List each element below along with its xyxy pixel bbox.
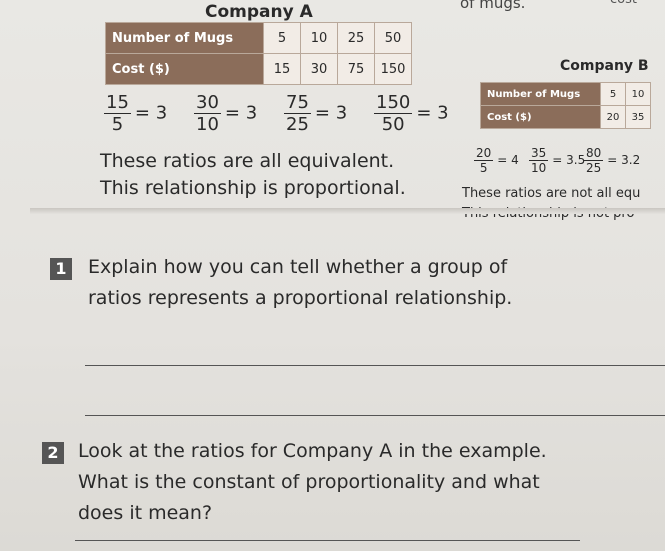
equals-sign: = [224, 102, 246, 124]
table-cell: 30 [300, 53, 338, 85]
equals-sign: = [134, 102, 156, 124]
fraction: 35 10 [529, 146, 549, 175]
table-title: Company A [205, 2, 313, 22]
question-text: Explain how you can tell whether a group… [88, 256, 513, 309]
ratio: 75 25 = 3 [284, 92, 347, 135]
answer-line [75, 540, 580, 541]
denominator: 10 [531, 161, 547, 175]
answer-line [85, 415, 665, 416]
equals-sign: = [416, 102, 438, 124]
ratio: 150 50 = 3 [374, 92, 449, 135]
numerator: 80 [584, 146, 604, 161]
table-cell: 50 [374, 22, 412, 54]
result: 3.2 [621, 153, 641, 167]
result: 3 [437, 102, 449, 124]
equals-sign: = [607, 153, 622, 167]
table-cell: 5 [263, 22, 301, 54]
table-row: Number of Mugs 5 10 [480, 82, 651, 106]
result: 3 [335, 102, 348, 124]
numerator: 15 [104, 92, 131, 114]
ratio: 30 10 = 3 [194, 92, 257, 135]
table-cell: 15 [263, 53, 301, 85]
question-number: 1 [50, 258, 72, 280]
fraction: 30 10 [194, 92, 221, 135]
denominator: 25 [586, 161, 602, 175]
cropped-text: cost [610, 0, 637, 7]
denominator: 5 [479, 161, 488, 175]
fraction: 15 5 [104, 92, 131, 135]
numerator: 75 [284, 92, 311, 114]
statement: These ratios are all equivalent. [100, 150, 395, 172]
table-row: Cost ($) 15 30 75 150 [105, 53, 412, 85]
table-cell: 35 [625, 105, 651, 129]
row-header: Cost ($) [105, 53, 264, 85]
numerator: 20 [474, 146, 494, 161]
row-header: Number of Mugs [105, 22, 264, 54]
numerator: 30 [194, 92, 221, 114]
table-cell: 75 [337, 53, 375, 85]
numerator: 150 [374, 92, 413, 114]
table-cell: 20 [600, 105, 626, 129]
question-number: 2 [42, 442, 64, 464]
table-title: Company B [560, 58, 649, 74]
table-cell: 10 [625, 82, 651, 106]
table-cell: 25 [337, 22, 375, 54]
denominator: 5 [111, 114, 124, 135]
result: 3 [155, 102, 168, 124]
fraction: 75 25 [284, 92, 311, 135]
result: 4 [511, 153, 519, 167]
statement: These ratios are not all equ [462, 186, 641, 201]
cropped-text: of mugs. [460, 0, 526, 12]
answer-line [85, 365, 665, 366]
fraction: 20 5 [474, 146, 494, 175]
denominator: 50 [381, 114, 405, 135]
numerator: 35 [529, 146, 549, 161]
table-cell: 5 [600, 82, 626, 106]
table-cell: 10 [300, 22, 338, 54]
company-a-table: Number of Mugs 5 10 25 50 Cost ($) 15 30 75 150 [105, 22, 412, 85]
fraction: 150 50 [374, 92, 413, 135]
table-cell: 150 [374, 53, 412, 85]
result: 3.5 [566, 153, 586, 167]
equals-sign: = [314, 102, 336, 124]
company-b-table: Number of Mugs 5 10 Cost ($) 20 35 [480, 82, 651, 129]
table-row: Cost ($) 20 35 [480, 105, 651, 129]
statement: This relationship is proportional. [100, 177, 406, 199]
ratio: 20 5 = 4 [474, 146, 519, 175]
equals-sign: = [552, 153, 567, 167]
fraction: 80 25 [584, 146, 604, 175]
ratio: 15 5 = 3 [104, 92, 167, 135]
ratio: 35 10 = 3.5 [529, 146, 585, 175]
row-header: Cost ($) [480, 105, 601, 129]
equals-sign: = [497, 153, 512, 167]
table-row: Number of Mugs 5 10 25 50 [105, 22, 412, 54]
question-text: Look at the ratios for Company A in the … [78, 440, 547, 524]
result: 3 [245, 102, 258, 124]
denominator: 25 [286, 114, 309, 135]
ratio: 80 25 = 3.2 [584, 146, 640, 175]
divider [30, 208, 665, 214]
denominator: 10 [196, 114, 219, 135]
row-header: Number of Mugs [480, 82, 601, 106]
